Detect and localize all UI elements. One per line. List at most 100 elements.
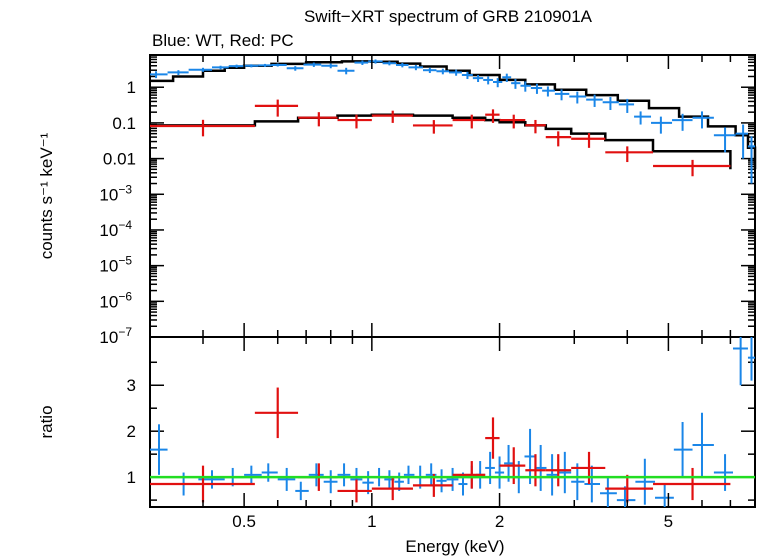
spectrum-wt-point	[692, 111, 714, 129]
spectrum-wt-point	[530, 83, 543, 94]
spectrum-wt-point	[271, 63, 287, 67]
spectrum-pc-point	[499, 114, 526, 129]
ratio-wt-point	[635, 458, 656, 505]
ratio-panel-frame	[149, 336, 756, 508]
spectrum-wt-point	[735, 124, 748, 159]
spectrum-wt-point	[337, 67, 355, 75]
ratio-wt-point	[446, 467, 459, 491]
spectrum-wt-point	[634, 111, 652, 125]
ratio-pc-point	[254, 387, 299, 439]
pc-model-step-curve	[150, 113, 732, 170]
top-y-tick-label: 0.01	[103, 150, 136, 169]
ratio-wt-point	[504, 444, 514, 482]
spectrum-pc-point	[545, 131, 572, 147]
top-y-tick-label: 10−5	[99, 254, 132, 276]
top-y-tick-label: 10−3	[99, 182, 132, 204]
ratio-wt-point	[558, 451, 572, 494]
spectrum-pc-point	[605, 146, 654, 163]
ratio-wt-point	[403, 465, 415, 485]
spectrum-pc-point	[150, 119, 255, 137]
ratio-wt-point	[546, 454, 559, 496]
top-y-tick-label: 10−7	[99, 325, 132, 347]
x-tick-label: 1	[367, 512, 376, 531]
x-tick-label: 5	[664, 512, 673, 531]
ratio-y-tick-label: 3	[127, 376, 136, 395]
spectrum-panel: 1 0.1 0.01 10−3 10−4 10−5 10−6 10−7	[99, 54, 757, 347]
spectrum-wt-point	[520, 81, 531, 92]
ratio-wt-point	[733, 337, 748, 386]
spectrum-pc-point	[412, 120, 453, 134]
spectrum-wt-point	[436, 68, 449, 75]
spectrum-wt-point	[461, 71, 473, 80]
spectrum-wt-point	[586, 94, 603, 107]
spectrum-wt-point	[713, 127, 736, 153]
ratio-y-tick-label: 1	[127, 468, 136, 487]
spectrum-wt-point	[258, 63, 272, 67]
top-y-tick-label: 1	[127, 78, 136, 97]
ratio-wt-point	[524, 428, 536, 485]
spectrum-wt-point	[188, 67, 212, 72]
top-y-axis-label: counts s⁻¹ keV⁻¹	[37, 132, 56, 259]
spectrum-wt-point	[422, 67, 437, 74]
spectrum-wt-point	[542, 86, 555, 97]
spectrum-wt-point	[167, 70, 189, 76]
x-axis-label: Energy (keV)	[405, 537, 504, 556]
ratio-wt-point	[150, 424, 168, 475]
ratio-wt-point	[535, 444, 547, 491]
ratio-wt-point	[692, 412, 714, 478]
spectrum-wt-point	[382, 61, 396, 66]
ratio-panel: 1 2 3	[127, 336, 756, 508]
ratio-wt-point	[277, 467, 296, 491]
spectrum-wt-point	[618, 98, 635, 113]
spectrum-wt-point	[286, 66, 304, 71]
ratio-pc-point	[150, 465, 255, 503]
ratio-y-tick-label: 2	[127, 422, 136, 441]
x-tick-label: 0.5	[232, 512, 256, 531]
spectrum-wt-point	[502, 73, 512, 83]
top-y-tick-label: 10−4	[99, 218, 132, 240]
spectrum-wt-point	[211, 65, 229, 70]
ratio-wt-point	[261, 463, 278, 482]
spectrum-wt-point	[228, 64, 245, 68]
spectrum-wt-point	[368, 59, 383, 64]
ratio-wt-point	[673, 422, 693, 478]
ratio-pc-point	[605, 474, 654, 503]
ratio-wt-point	[747, 337, 755, 381]
spectrum-pc-point	[571, 133, 606, 148]
top-y-tick-label: 10−6	[99, 289, 132, 311]
ratio-wt-point	[436, 469, 447, 493]
spectrum-wt-point	[747, 136, 755, 184]
ratio-wt-point	[308, 463, 324, 487]
ratio-pc-point	[371, 477, 413, 501]
spectrum-pc-point	[298, 112, 338, 127]
spectrum-wt-point	[483, 76, 493, 85]
ratio-wt-point	[713, 454, 734, 491]
spectrum-pc-point	[371, 110, 413, 123]
ratio-wt-point	[655, 484, 674, 507]
ratio-pc-point	[571, 451, 606, 485]
spectrum-wt-point	[492, 78, 503, 88]
spectrum-panel-frame	[149, 54, 756, 338]
ratio-wt-point	[485, 451, 495, 485]
spectrum-wt-point	[244, 64, 259, 68]
chart-title: Swift−XRT spectrum of GRB 210901A	[304, 7, 593, 26]
spectrum-wt-point	[150, 71, 168, 79]
spectrum-wt-point	[602, 97, 619, 110]
ratio-pc-point	[525, 454, 546, 487]
ratio-wt-point	[584, 465, 601, 503]
x-axis: 0.5 1 2 5	[149, 55, 756, 531]
ratio-wt-point	[323, 470, 338, 494]
chart-subtitle: Blue: WT, Red: PC	[152, 31, 294, 50]
x-tick-label: 2	[495, 512, 504, 531]
spectrum-pc-point	[254, 99, 299, 117]
spectrum-pc-point	[337, 114, 372, 129]
spectrum-wt-point	[303, 62, 322, 67]
ratio-wt-point	[571, 463, 585, 501]
spectrum-wt-point	[554, 89, 570, 101]
spectrum-wt-point	[354, 60, 369, 65]
ratio-wt-point	[337, 463, 351, 487]
spectrum-wt-point	[569, 91, 587, 104]
ratio-pc-point	[653, 467, 731, 501]
spectrum-wt-point	[321, 63, 338, 69]
